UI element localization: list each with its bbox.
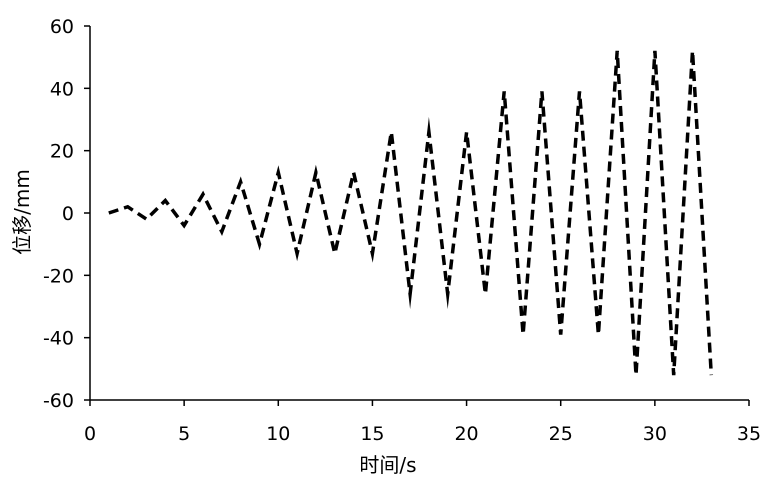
- x-tick-label: 5: [178, 423, 190, 445]
- x-axis-title: 时间/s: [359, 453, 416, 477]
- data-point: [691, 49, 694, 52]
- y-tick-label: -60: [43, 390, 74, 412]
- y-tick-label: -20: [43, 265, 74, 287]
- x-ticks: 0 5 10 15 20 25 30 35: [84, 400, 761, 445]
- y-ticks: -60 -40 -20 0 20 40 60: [43, 16, 90, 412]
- y-tick-label: 0: [62, 203, 74, 225]
- x-tick-label: 20: [454, 423, 478, 445]
- data-point: [484, 293, 487, 296]
- y-tick-label: -40: [43, 328, 74, 350]
- x-tick-label: 0: [84, 423, 96, 445]
- y-tick-label: 40: [50, 78, 74, 100]
- data-point: [522, 333, 525, 336]
- y-axis-title: 位移/mm: [10, 169, 34, 255]
- x-tick-label: 25: [549, 423, 573, 445]
- y-tick-label: 60: [50, 16, 74, 38]
- y-tick-label: 20: [50, 141, 74, 163]
- x-tick-label: 10: [266, 423, 290, 445]
- data-point: [635, 374, 638, 377]
- x-tick-label: 15: [360, 423, 384, 445]
- x-tick-label: 30: [643, 423, 667, 445]
- series-line: [108, 50, 714, 376]
- data-point: [390, 131, 393, 134]
- data-point: [597, 333, 600, 336]
- series-layer: [108, 49, 714, 377]
- x-tick-label: 35: [737, 423, 761, 445]
- data-point: [333, 252, 336, 255]
